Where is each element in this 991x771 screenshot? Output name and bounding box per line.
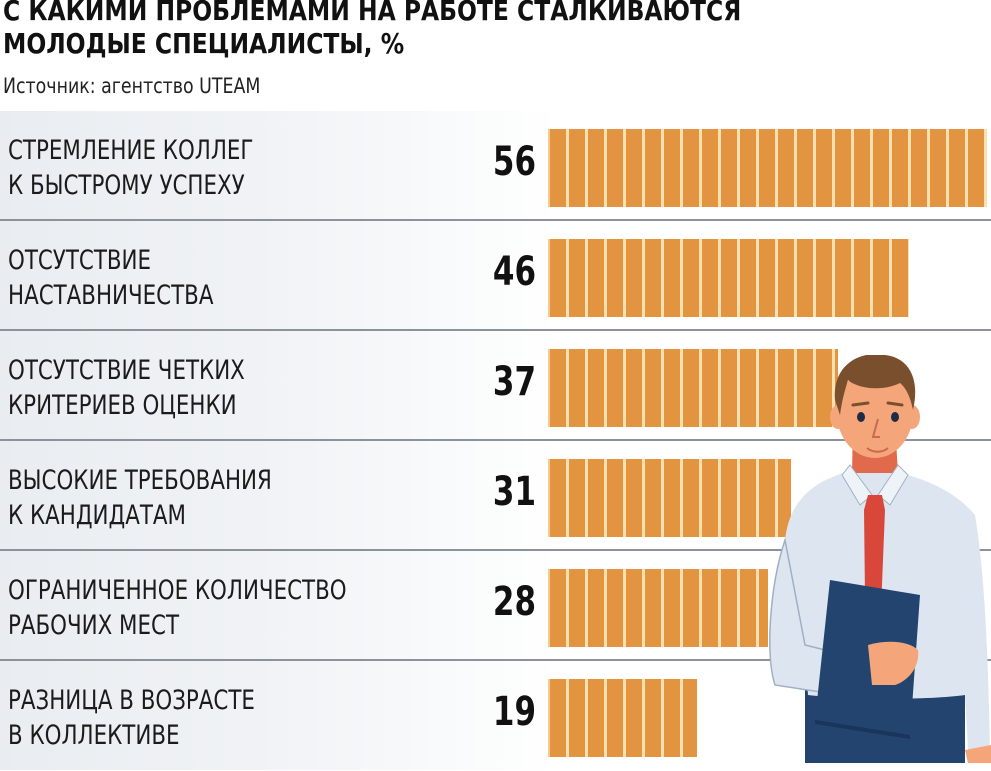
row-label-background (0, 441, 560, 550)
row-label: СТРЕМЛЕНИЕ КОЛЛЕГ К БЫСТРОМУ УСПЕХУ (8, 133, 253, 203)
row-label: ОТСУТСТВИЕ ЧЕТКИХ КРИТЕРИЕВ ОЦЕНКИ (8, 353, 245, 423)
bar-row: ОТСУТСТВИЕ ЧЕТКИХ КРИТЕРИЕВ ОЦЕНКИ 37 (0, 331, 991, 441)
row-label-background (0, 551, 560, 660)
row-label-line2: РАБОЧИХ МЕСТ (8, 610, 180, 641)
row-label-line1: РАЗНИЦА В ВОЗРАСТЕ (8, 685, 255, 716)
businessman-illustration (769, 355, 991, 763)
row-label-line2: КРИТЕРИЕВ ОЦЕНКИ (8, 390, 237, 421)
row-label-line1: ВЫСОКИЕ ТРЕБОВАНИЯ (8, 465, 272, 496)
row-value: 19 (492, 689, 536, 735)
row-separator (0, 549, 991, 551)
row-label-background (0, 331, 560, 440)
bar-row: РАЗНИЦА В ВОЗРАСТЕ В КОЛЛЕКТИВЕ 19 (0, 661, 991, 771)
row-label: ВЫСОКИЕ ТРЕБОВАНИЯ К КАНДИДАТАМ (8, 463, 272, 533)
row-label-line1: ОТСУТСТВИЕ ЧЕТКИХ (8, 355, 245, 386)
row-value: 37 (492, 359, 536, 405)
bar-row: ВЫСОКИЕ ТРЕБОВАНИЯ К КАНДИДАТАМ 31 (0, 441, 991, 551)
row-bar (548, 569, 768, 647)
row-label: ОГРАНИЧЕННОЕ КОЛИЧЕСТВО РАБОЧИХ МЕСТ (8, 573, 347, 643)
row-value: 28 (492, 579, 536, 625)
bar-row: ОГРАНИЧЕННОЕ КОЛИЧЕСТВО РАБОЧИХ МЕСТ 28 (0, 551, 991, 661)
chart-title-line1: С КАКИМИ ПРОБЛЕМАМИ НА РАБОТЕ СТАЛКИВАЮТ… (3, 0, 742, 27)
bar-row: СТРЕМЛЕНИЕ КОЛЛЕГ К БЫСТРОМУ УСПЕХУ 56 (0, 111, 991, 221)
row-label-line1: СТРЕМЛЕНИЕ КОЛЛЕГ (8, 135, 254, 166)
row-label: РАЗНИЦА В ВОЗРАСТЕ В КОЛЛЕКТИВЕ (8, 683, 255, 753)
row-value: 31 (492, 469, 536, 515)
row-separator (0, 439, 991, 441)
row-bar (548, 239, 909, 317)
row-bar (548, 679, 697, 757)
chart-title-line2: МОЛОДЫЕ СПЕЦИАЛИСТЫ, % (3, 27, 405, 60)
chart-title: С КАКИМИ ПРОБЛЕМАМИ НА РАБОТЕ СТАЛКИВАЮТ… (3, 0, 741, 60)
row-label-background (0, 221, 560, 330)
row-label-line1: ОТСУТСТВИЕ (8, 245, 152, 276)
row-label-line2: В КОЛЛЕКТИВЕ (8, 720, 180, 751)
row-label-background (0, 661, 560, 770)
row-separator (0, 329, 991, 331)
row-label-background (0, 111, 560, 220)
chart-source: Источник: агентство UTEAM (3, 74, 261, 98)
row-bar (548, 349, 838, 427)
row-label-line2: К БЫСТРОМУ УСПЕХУ (8, 170, 245, 201)
row-separator (0, 659, 991, 661)
row-label-line2: К КАНДИДАТАМ (8, 500, 186, 531)
row-bar (548, 459, 791, 537)
row-bar (548, 129, 987, 207)
row-label-line2: НАСТАВНИЧЕСТВА (8, 280, 214, 311)
row-value: 46 (492, 249, 536, 295)
row-label-line1: ОГРАНИЧЕННОЕ КОЛИЧЕСТВО (8, 575, 347, 606)
row-value: 56 (492, 139, 536, 185)
row-separator (0, 219, 991, 221)
row-label: ОТСУТСТВИЕ НАСТАВНИЧЕСТВА (8, 243, 213, 313)
bar-row: ОТСУТСТВИЕ НАСТАВНИЧЕСТВА 46 (0, 221, 991, 331)
